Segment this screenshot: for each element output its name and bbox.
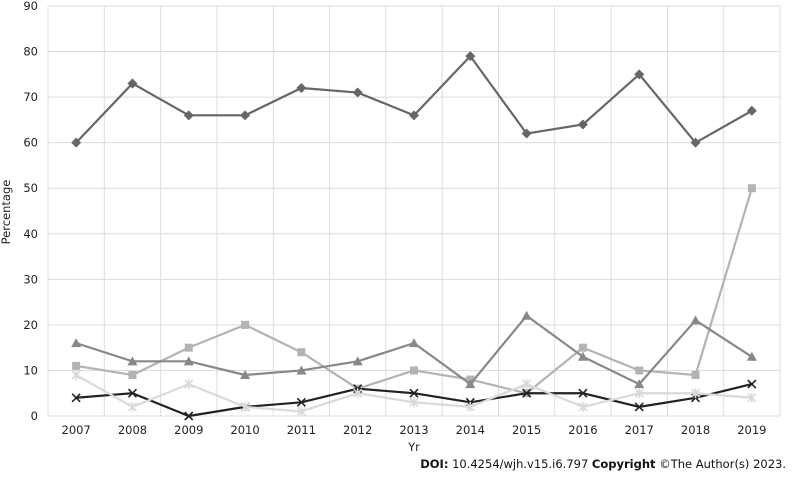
data-point bbox=[522, 379, 532, 390]
data-point bbox=[296, 365, 307, 375]
x-tick-label: 2015 bbox=[512, 423, 541, 437]
data-point bbox=[635, 366, 644, 375]
data-point bbox=[127, 401, 138, 412]
data-point bbox=[184, 411, 194, 421]
data-point bbox=[296, 397, 306, 407]
y-tick-label: 30 bbox=[23, 272, 38, 286]
copyright-text: ©The Author(s) 2023. bbox=[659, 457, 786, 471]
x-tick-label: 2019 bbox=[737, 423, 766, 437]
y-axis-title: Percentage bbox=[0, 180, 13, 245]
y-tick-label: 60 bbox=[23, 136, 38, 150]
data-point bbox=[296, 406, 306, 417]
x-tick-label: 2008 bbox=[118, 423, 147, 437]
data-point bbox=[71, 370, 81, 380]
data-point bbox=[409, 110, 419, 121]
data-point bbox=[691, 371, 700, 379]
data-point bbox=[127, 78, 138, 89]
data-point bbox=[747, 184, 756, 193]
x-tick-label: 2011 bbox=[287, 423, 316, 437]
data-point bbox=[521, 128, 532, 139]
series-square bbox=[72, 184, 756, 398]
data-point bbox=[127, 356, 138, 366]
citation-footer: DOI: 10.4254/wjh.v15.i6.797 Copyright ©T… bbox=[420, 457, 786, 471]
line-chart: 0 10 20 30 40 50 60 70 80 90 2007 2008 2009 2010 2011… bbox=[0, 0, 781, 454]
data-point bbox=[296, 83, 307, 93]
data-point bbox=[410, 366, 418, 375]
x-tick-label: 2007 bbox=[62, 423, 91, 437]
grid bbox=[47, 5, 781, 417]
data-point bbox=[465, 401, 475, 412]
data-point bbox=[128, 371, 137, 379]
data-point bbox=[297, 348, 306, 357]
data-point bbox=[521, 310, 532, 320]
data-point bbox=[465, 51, 476, 62]
x-tick-label: 2013 bbox=[399, 423, 428, 437]
x-tick-label: 2014 bbox=[456, 423, 485, 437]
data-point bbox=[241, 320, 250, 329]
series-line bbox=[75, 55, 753, 144]
series-diamond bbox=[71, 51, 757, 148]
y-tick-label: 70 bbox=[23, 90, 38, 104]
data-point bbox=[634, 69, 645, 80]
data-point bbox=[72, 361, 81, 370]
data-point bbox=[240, 401, 250, 412]
data-point bbox=[634, 379, 645, 389]
y-tick-label: 0 bbox=[31, 409, 38, 423]
y-tick-label: 90 bbox=[23, 0, 38, 13]
data-point bbox=[127, 388, 138, 398]
x-axis-title: Yr bbox=[407, 440, 420, 454]
data-point bbox=[577, 351, 588, 361]
x-tick-label: 2016 bbox=[568, 423, 597, 437]
doi-value: 10.4254/wjh.v15.i6.797 bbox=[452, 457, 589, 471]
series-star bbox=[71, 370, 757, 417]
data-point bbox=[690, 315, 701, 325]
x-tick-label: 2010 bbox=[230, 423, 259, 437]
data-point bbox=[747, 392, 757, 403]
data-point bbox=[578, 343, 587, 352]
x-axis-ticks: 2007 2008 2009 2010 2011 2012 2013 2014 2015 2016… bbox=[62, 423, 767, 437]
data-point bbox=[578, 388, 588, 398]
data-point bbox=[352, 87, 363, 98]
data-point bbox=[747, 379, 757, 389]
y-tick-label: 80 bbox=[23, 45, 38, 59]
copyright-label: Copyright bbox=[591, 457, 656, 471]
data-point bbox=[690, 137, 701, 148]
data-point bbox=[409, 388, 419, 398]
x-tick-label: 2012 bbox=[343, 423, 372, 437]
data-point bbox=[634, 402, 644, 412]
data-point bbox=[183, 110, 194, 121]
data-point bbox=[353, 388, 363, 399]
data-point bbox=[184, 379, 194, 390]
x-tick-label: 2009 bbox=[174, 423, 203, 437]
data-point bbox=[746, 351, 757, 361]
series-line bbox=[75, 187, 753, 395]
series-layer bbox=[71, 51, 757, 421]
data-point bbox=[634, 388, 644, 399]
y-tick-label: 40 bbox=[23, 227, 38, 241]
x-tick-label: 2017 bbox=[625, 423, 654, 437]
data-point bbox=[409, 338, 419, 348]
y-tick-label: 50 bbox=[23, 181, 38, 195]
doi-label: DOI: bbox=[420, 457, 449, 471]
y-tick-label: 20 bbox=[23, 318, 38, 332]
data-point bbox=[183, 356, 194, 366]
data-point bbox=[71, 393, 81, 403]
data-point bbox=[240, 110, 251, 121]
data-point bbox=[465, 379, 476, 389]
data-point bbox=[409, 397, 419, 408]
data-point bbox=[746, 105, 757, 116]
data-point bbox=[71, 137, 82, 148]
data-point bbox=[240, 370, 251, 379]
data-point bbox=[184, 343, 193, 352]
data-point bbox=[578, 401, 588, 412]
series-triangle bbox=[71, 310, 757, 389]
x-tick-label: 2018 bbox=[681, 423, 710, 437]
data-point bbox=[352, 356, 363, 366]
data-point bbox=[71, 338, 82, 348]
data-point bbox=[690, 388, 701, 399]
data-point bbox=[522, 388, 532, 398]
y-axis-ticks: 0 10 20 30 40 50 60 70 80 90 bbox=[23, 0, 38, 423]
data-point bbox=[577, 119, 588, 130]
y-tick-label: 10 bbox=[23, 363, 38, 377]
